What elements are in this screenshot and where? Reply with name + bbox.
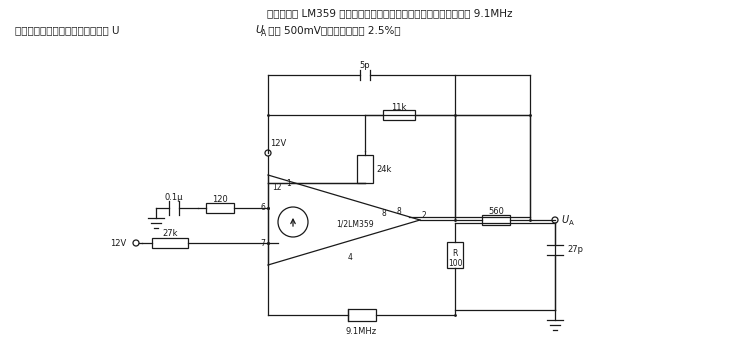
Bar: [383, 110, 415, 120]
Text: 12: 12: [272, 182, 281, 191]
Text: 1/2LM359: 1/2LM359: [336, 219, 374, 229]
Text: 24k: 24k: [376, 165, 391, 174]
Text: A: A: [261, 28, 266, 37]
Text: 560: 560: [488, 206, 504, 215]
Text: 1: 1: [286, 179, 291, 189]
Text: 100: 100: [448, 260, 462, 269]
Bar: [447, 242, 463, 268]
Text: 27k: 27k: [162, 229, 178, 238]
Text: 2: 2: [422, 211, 427, 221]
Text: A: A: [569, 220, 574, 226]
Text: U: U: [561, 215, 568, 225]
Text: 6: 6: [260, 203, 265, 213]
Text: 0.1µ: 0.1µ: [164, 193, 183, 202]
Text: R: R: [452, 249, 458, 258]
Text: 4: 4: [348, 253, 353, 261]
Text: 11k: 11k: [391, 103, 406, 111]
Text: 可达 500mV，畸变系数小于 2.5%。: 可达 500mV，畸变系数小于 2.5%。: [265, 25, 401, 35]
Text: 27p: 27p: [567, 245, 583, 254]
Text: 5p: 5p: [360, 60, 371, 70]
Text: 8: 8: [396, 206, 401, 215]
Text: 12V: 12V: [110, 238, 126, 248]
Text: 电路中采用 LM359 双电流差分运放电路及外接晶振，可产生频率为 9.1MHz: 电路中采用 LM359 双电流差分运放电路及外接晶振，可产生频率为 9.1MHz: [268, 8, 512, 18]
Text: 9.1MHz: 9.1MHz: [346, 327, 377, 336]
Bar: [152, 238, 188, 248]
Text: 120: 120: [212, 194, 228, 203]
Bar: [206, 203, 234, 213]
Text: 12V: 12V: [270, 139, 287, 149]
Text: 8: 8: [382, 209, 387, 218]
Text: U: U: [255, 25, 262, 35]
Bar: [482, 215, 510, 225]
Bar: [347, 309, 376, 321]
Text: 7: 7: [260, 238, 265, 248]
Bar: [357, 155, 373, 183]
Text: 的正弦振荡信号。输出信号有效值 U: 的正弦振荡信号。输出信号有效值 U: [15, 25, 119, 35]
